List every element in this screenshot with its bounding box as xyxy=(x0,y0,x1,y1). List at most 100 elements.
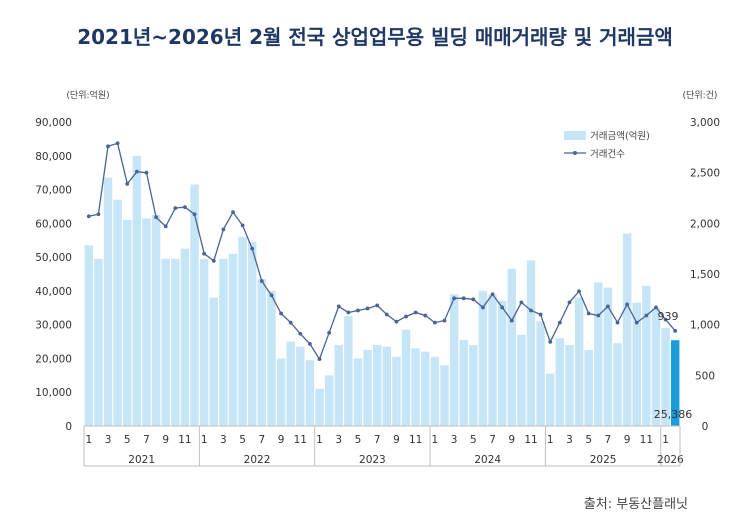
bar xyxy=(421,351,430,426)
month-label: 5 xyxy=(585,434,592,446)
bar xyxy=(132,155,142,426)
bar xyxy=(344,316,353,426)
count-point xyxy=(625,302,630,307)
bar xyxy=(372,344,382,426)
count-point xyxy=(163,224,168,229)
month-label: 7 xyxy=(374,434,381,446)
month-label: 5 xyxy=(470,434,477,446)
count-point xyxy=(173,206,178,211)
left-unit-label: (단위:억원) xyxy=(66,89,109,101)
bar xyxy=(392,356,401,426)
left-tick-label: 0 xyxy=(65,421,72,433)
left-tick-label: 20,000 xyxy=(35,353,72,365)
bar xyxy=(161,258,170,426)
count-point xyxy=(548,339,553,344)
count-point xyxy=(481,305,485,310)
line-series xyxy=(86,141,678,362)
last-count-label: 939 xyxy=(658,310,679,323)
count-point xyxy=(327,330,332,335)
bar xyxy=(401,329,411,426)
count-point xyxy=(500,305,505,310)
count-point xyxy=(346,310,351,315)
count-point xyxy=(240,223,245,228)
bar xyxy=(238,236,247,426)
bar xyxy=(478,290,488,426)
count-point xyxy=(115,141,120,146)
left-tick-label: 40,000 xyxy=(35,286,72,298)
right-tick-label: 0 xyxy=(702,421,709,433)
count-point xyxy=(211,258,216,263)
count-point xyxy=(404,314,408,319)
count-point xyxy=(336,304,341,309)
right-tick-label: 2,500 xyxy=(690,168,720,180)
bar xyxy=(305,360,315,426)
bar xyxy=(670,340,680,426)
bar xyxy=(296,346,305,426)
bar xyxy=(113,199,122,426)
legend-line-label: 거래건수 xyxy=(590,149,625,160)
bar xyxy=(603,287,613,426)
month-label: 1 xyxy=(662,434,669,446)
count-point xyxy=(586,311,591,316)
month-label: 7 xyxy=(605,434,612,446)
count-point xyxy=(519,300,524,305)
month-label: 3 xyxy=(105,434,112,446)
bar xyxy=(267,290,276,426)
bar xyxy=(449,294,459,426)
bar xyxy=(507,268,517,426)
bar xyxy=(123,219,132,426)
count-point xyxy=(615,320,620,325)
count-point xyxy=(288,320,293,325)
bar xyxy=(276,358,286,426)
count-point xyxy=(577,289,581,294)
month-label: 7 xyxy=(143,434,150,446)
bar xyxy=(459,339,468,426)
left-tick-label: 70,000 xyxy=(35,185,72,197)
month-label: 5 xyxy=(124,434,131,446)
bar xyxy=(257,279,267,426)
year-label: 2022 xyxy=(244,454,271,466)
bar xyxy=(651,307,661,426)
year-label: 2023 xyxy=(359,454,386,466)
left-tick-label: 50,000 xyxy=(35,252,72,264)
count-point xyxy=(452,296,456,301)
bar xyxy=(661,328,670,426)
count-point xyxy=(86,214,91,219)
bar xyxy=(247,241,257,426)
bar xyxy=(536,321,545,426)
count-point xyxy=(365,306,370,311)
year-label: 2024 xyxy=(474,454,501,466)
month-label: 1 xyxy=(316,434,323,446)
count-point xyxy=(654,305,658,310)
count-point xyxy=(663,317,668,322)
bar xyxy=(488,294,497,426)
count-point xyxy=(490,292,495,297)
chart-title: 2021년~2026년 2월 전국 상업업무용 빌딩 매매거래량 및 거래금액 xyxy=(77,25,673,49)
count-point xyxy=(144,170,149,175)
count-point xyxy=(125,181,130,186)
month-label: 9 xyxy=(508,434,515,446)
count-point xyxy=(644,313,649,318)
bar xyxy=(497,301,507,426)
count-point xyxy=(106,144,110,149)
bar xyxy=(642,285,651,426)
count-point xyxy=(308,342,312,346)
year-label: 2021 xyxy=(128,454,155,466)
left-tick-label: 80,000 xyxy=(35,151,72,163)
month-label: 9 xyxy=(393,434,400,446)
bar xyxy=(228,253,238,426)
month-label: 3 xyxy=(220,434,227,446)
count-point xyxy=(471,297,476,302)
right-unit-label: (단위:건) xyxy=(683,90,718,101)
count-point xyxy=(183,205,187,210)
count-point xyxy=(606,304,610,309)
bar xyxy=(440,365,449,426)
count-point xyxy=(375,303,380,308)
month-label: 11 xyxy=(294,434,307,446)
bar xyxy=(171,258,180,426)
bar xyxy=(613,343,622,426)
count-point xyxy=(269,293,274,298)
left-tick-label: 90,000 xyxy=(35,117,72,129)
bar xyxy=(526,260,536,426)
